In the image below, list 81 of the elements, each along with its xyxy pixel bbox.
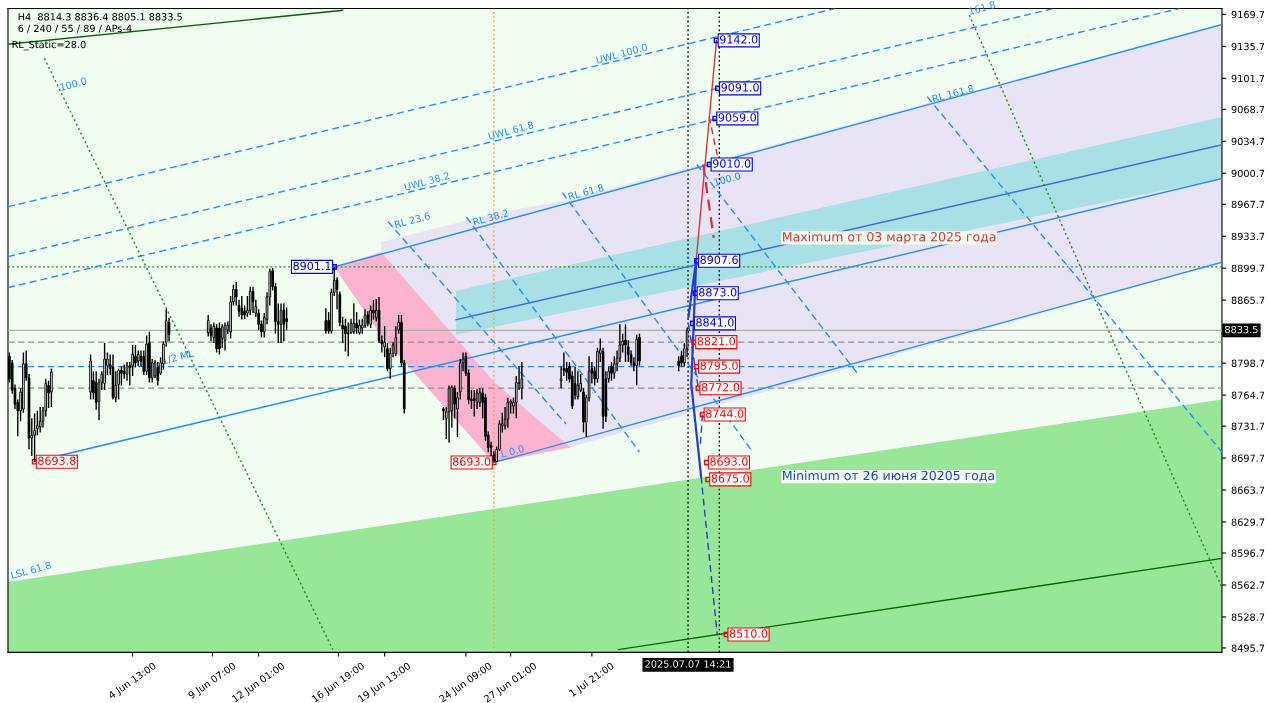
candlestick [372, 299, 375, 321]
y-tick-label: 8865.7 [1231, 296, 1265, 304]
candlestick [89, 353, 92, 401]
candlestick [324, 307, 328, 335]
ref-line-label: 2025.07.07 14:21 [645, 660, 731, 668]
candlestick [117, 367, 120, 401]
candlestick [680, 349, 683, 368]
candlestick [50, 367, 53, 408]
candlestick [248, 286, 252, 316]
data-label: 9091.0 [721, 83, 759, 92]
candlestick [218, 321, 221, 356]
candlestick [215, 323, 218, 354]
y-tick-label: 8528.7 [1231, 613, 1265, 621]
chart-title: H4 8814.3 8836.4 8805.1 8833.5 [18, 13, 182, 21]
y-tick-label: 8697.7 [1231, 454, 1265, 462]
annotation: RL 61.8 [568, 183, 604, 201]
annotation: UWL 100.0 [595, 43, 648, 64]
annotation: L 0.0 [500, 444, 525, 458]
candlestick [624, 323, 627, 363]
candlestick [346, 321, 350, 357]
candlestick [145, 334, 148, 376]
data-label: 9010.0 [712, 159, 751, 168]
y-tick-label: 8562.7 [1231, 581, 1265, 589]
data-label: 8510.0 [729, 629, 768, 638]
data-label: 8873.0 [699, 288, 737, 297]
data-label: 8693.8 [38, 456, 76, 465]
y-tick-label: 8764.7 [1231, 391, 1265, 399]
candlestick [206, 314, 210, 338]
annotation: RL 161.8 [932, 84, 975, 103]
text: Maximum от 03 марта 2025 года [783, 231, 996, 244]
annotation: UWL 38.2 [404, 171, 450, 191]
data-label: 8901.1 [293, 261, 331, 271]
candlestick [506, 396, 510, 429]
data-label: 8841.0 [696, 318, 734, 327]
y-tick-label: 8798.7 [1231, 359, 1265, 367]
ref-line-label: 8833.5 [1225, 325, 1258, 334]
y-tick-label: 8933.7 [1231, 232, 1265, 241]
y-tick-label: 8495.7 [1231, 644, 1265, 652]
data-label: 8675.0 [711, 474, 750, 483]
data-label: 9059.0 [718, 113, 757, 122]
annotation: UWL 61.8 [488, 121, 534, 140]
text: Minimum от 26 июня 20205 года [783, 470, 994, 482]
annotation: 161.8 [968, 0, 996, 15]
data-label: 8693.0 [710, 457, 748, 466]
candlestick [576, 370, 580, 401]
candlestick [612, 355, 616, 380]
candlestick [251, 286, 255, 314]
annotation: 100.0 [59, 77, 87, 91]
candlestick [148, 331, 151, 384]
text: 6 / 240 / 55 / 89 / APs-4 [18, 24, 132, 33]
annotation: 1/2 ML [162, 349, 195, 366]
y-tick-label: 9101.7 [1231, 74, 1265, 83]
annotation: 100.0 [713, 172, 741, 186]
data-label: 8795.0 [700, 361, 738, 370]
y-tick-label: 9068.7 [1231, 105, 1265, 114]
annotation: RL 23.6 [394, 211, 431, 229]
candlestick [38, 406, 42, 434]
candlestick [472, 389, 476, 418]
data-label: 8821.0 [697, 336, 736, 346]
annotation: LSL 61.8 [10, 561, 52, 579]
candlestick [282, 302, 286, 342]
y-tick-label: 9034.7 [1231, 137, 1265, 146]
y-tick-label: 9135.7 [1231, 42, 1265, 51]
candlestick [103, 342, 106, 391]
data-label: 8907.6 [700, 255, 738, 264]
y-tick-label: 9000.7 [1231, 169, 1265, 178]
data-label: 8744.0 [706, 409, 744, 418]
y-tick-label: 8731.7 [1231, 422, 1265, 430]
y-tick-label: 8596.7 [1231, 549, 1265, 557]
y-tick-label: 8629.7 [1231, 518, 1265, 526]
candlestick [520, 361, 524, 401]
data-label: 8772.0 [701, 383, 740, 392]
annotation: RL_Static=28.0 [12, 40, 86, 51]
y-tick-label: 8967.7 [1231, 200, 1265, 209]
y-tick-label: 8663.7 [1231, 486, 1265, 494]
candlestick [344, 317, 347, 353]
data-label: 8693.0 [452, 457, 491, 466]
annotation: RL 38.2 [472, 209, 509, 226]
y-tick-label: 8899.7 [1231, 264, 1265, 273]
data-label: 9142.0 [719, 35, 758, 44]
y-tick-label: 9169.7 [1231, 10, 1265, 19]
